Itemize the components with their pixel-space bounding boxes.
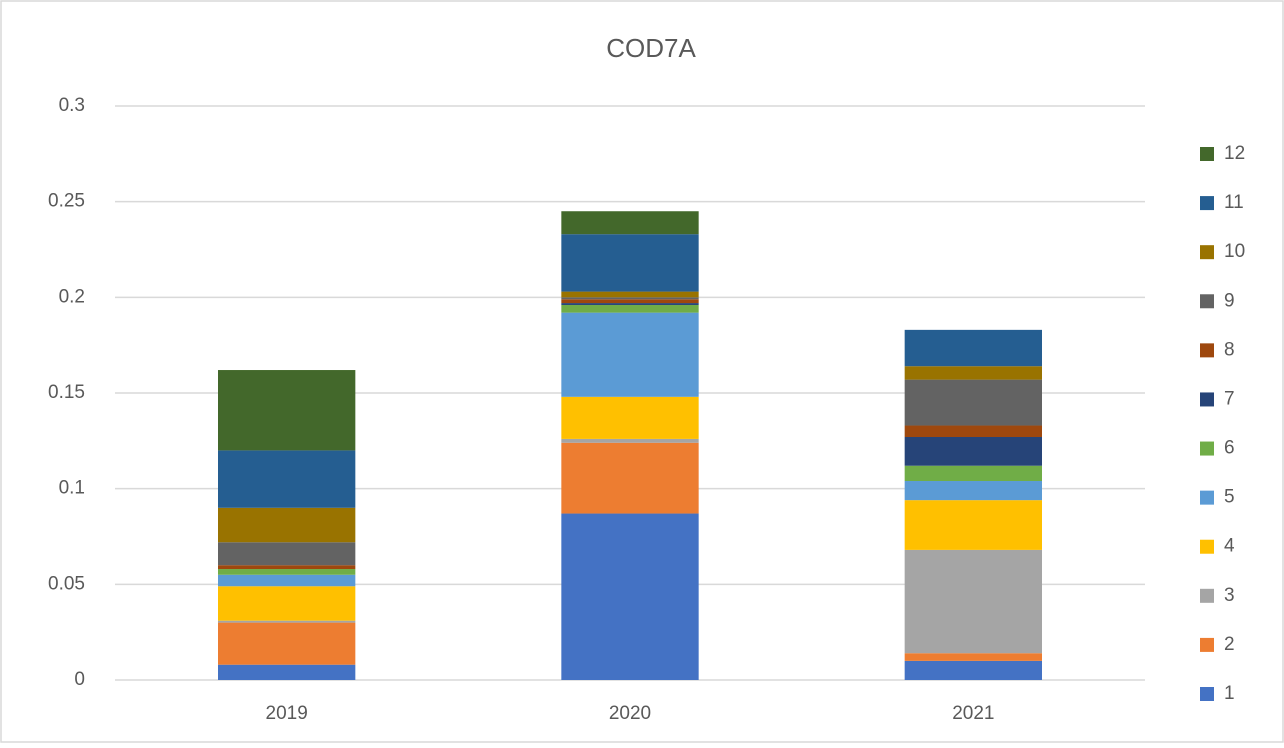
legend-label: 9 <box>1224 290 1235 311</box>
legend-swatch <box>1200 392 1214 407</box>
bar-segment <box>904 481 1042 501</box>
bar-segment <box>218 542 356 566</box>
bar-segment <box>904 379 1042 426</box>
legend-label: 8 <box>1224 339 1235 360</box>
x-tick-label: 2021 <box>952 703 994 724</box>
bar-segment <box>904 437 1042 466</box>
legend-swatch <box>1200 294 1214 309</box>
bar-segment <box>218 574 356 587</box>
bar-segment <box>904 653 1042 661</box>
legend-swatch <box>1200 687 1214 701</box>
bar-segment <box>218 370 356 451</box>
y-tick-label: 0.05 <box>48 573 85 594</box>
y-tick-label: 0.15 <box>48 382 85 403</box>
legend-label: 2 <box>1224 634 1235 655</box>
bar-segment <box>218 586 356 621</box>
chart-title: COD7A <box>606 33 696 63</box>
bar-segment <box>904 425 1042 438</box>
bar-segment <box>218 569 356 575</box>
bar-segment <box>561 234 699 292</box>
legend-swatch <box>1200 196 1214 211</box>
y-tick-label: 0.25 <box>48 191 85 212</box>
legend-label: 6 <box>1224 438 1235 459</box>
legend-label: 10 <box>1224 241 1245 262</box>
bar-segment <box>561 297 699 300</box>
legend-label: 7 <box>1224 388 1235 409</box>
bar-segment <box>904 549 1042 654</box>
bar-segment <box>561 211 699 235</box>
x-tick-label: 2020 <box>609 703 651 724</box>
bar-segment <box>561 304 699 313</box>
legend-swatch <box>1200 539 1214 554</box>
legend-swatch <box>1200 245 1214 260</box>
bar-segment <box>218 622 356 665</box>
legend-label: 1 <box>1224 683 1235 704</box>
bar-segment <box>561 291 699 298</box>
bar-segment <box>561 303 699 305</box>
bar-segment <box>561 299 699 304</box>
bar-segment <box>218 507 356 543</box>
legend-swatch <box>1200 441 1214 456</box>
y-tick-label: 0.3 <box>59 95 85 116</box>
bar-segment <box>561 442 699 514</box>
bar-segment <box>561 513 699 680</box>
legend-label: 3 <box>1224 585 1235 606</box>
bar-segment <box>904 500 1042 550</box>
bar-segment <box>218 620 356 623</box>
legend-swatch <box>1200 147 1214 161</box>
x-tick-label: 2019 <box>266 703 308 724</box>
legend-label: 12 <box>1224 143 1245 164</box>
bar-segment <box>561 312 699 397</box>
y-tick-label: 0 <box>74 669 85 690</box>
bar-segment <box>218 450 356 508</box>
legend-swatch <box>1200 637 1214 652</box>
y-tick-label: 0.1 <box>59 478 85 499</box>
bar-segment <box>904 660 1042 680</box>
legend-swatch <box>1200 343 1214 358</box>
legend-label: 5 <box>1224 487 1235 508</box>
bar-segment <box>561 438 699 443</box>
legend-swatch <box>1200 588 1214 603</box>
bar-segment <box>218 565 356 570</box>
legend-swatch <box>1200 490 1214 505</box>
bar-segment <box>904 329 1042 367</box>
legend-label: 11 <box>1224 192 1244 213</box>
bar-segment <box>218 664 356 680</box>
bar-segment <box>561 396 699 439</box>
legend-label: 4 <box>1224 536 1235 557</box>
bar-segment <box>904 366 1042 380</box>
y-tick-label: 0.2 <box>59 286 85 307</box>
bar-segment <box>904 465 1042 482</box>
